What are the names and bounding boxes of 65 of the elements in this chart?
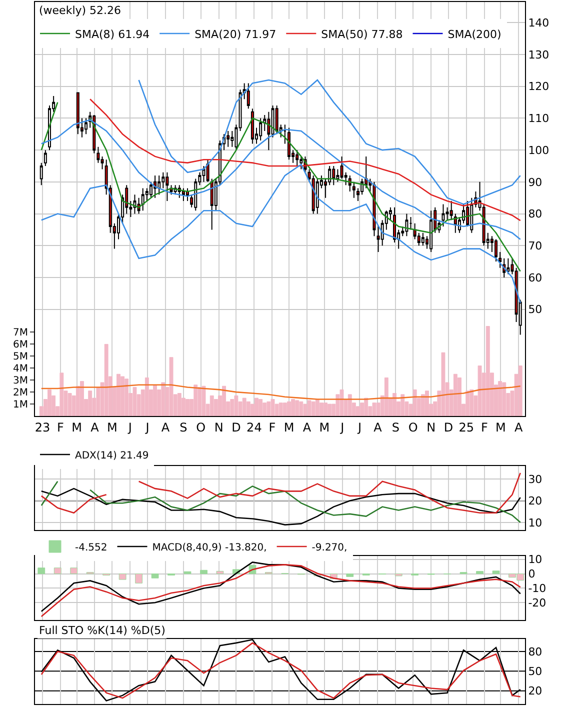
y-tick-label: 70 — [528, 239, 542, 252]
y-tick-label: 10 — [528, 553, 542, 566]
x-tick-label: A — [514, 420, 524, 434]
y-tick-label: 20 — [528, 684, 542, 698]
y2-tick-label: 5M — [13, 352, 28, 363]
x-tick-label: S — [392, 420, 400, 434]
x-tick-label: M — [495, 420, 506, 434]
x-tick-label: F — [268, 420, 276, 434]
y2-tick-label: 3M — [13, 376, 28, 387]
x-tick-label: O — [196, 420, 206, 434]
y-tick-label: -10 — [528, 582, 546, 596]
x-tick-label: O — [408, 420, 418, 434]
y-tick-label: 100 — [528, 144, 550, 157]
y-tick-label: 110 — [528, 112, 550, 126]
legend-label: SMA(8) 61.94 — [75, 28, 150, 41]
legend-label: -4.552 — [75, 542, 108, 554]
y-tick-label: 50 — [528, 303, 542, 316]
x-tick-label: N — [214, 420, 224, 434]
y-tick-label: 80 — [528, 208, 542, 221]
chart-title: Full STO %K(14) %D(5) — [39, 624, 166, 637]
y2-tick-label: 1M — [13, 400, 28, 411]
legend-label: SMA(20) 71.97 — [194, 28, 276, 41]
x-tick-label: J — [144, 420, 150, 434]
x-tick-label: D — [444, 420, 454, 434]
y-tick-label: -20 — [528, 596, 546, 610]
x-tick-label: A — [374, 420, 383, 434]
y-tick-label: 120 — [528, 80, 550, 94]
y-tick-label: 50 — [528, 665, 542, 678]
y-tick-label: 140 — [528, 16, 550, 30]
x-tick-label: N — [426, 420, 436, 434]
x-tick-label: J — [127, 420, 132, 434]
y2-tick-label: 6M — [13, 340, 28, 351]
x-tick-label: 25 — [458, 420, 474, 434]
legend-label: -9.270, — [312, 542, 348, 554]
legend-label: SMA(200) — [448, 28, 502, 41]
y-tick-label: 90 — [528, 176, 542, 189]
x-tick-label: 23 — [34, 420, 50, 434]
x-tick-label: A — [161, 420, 170, 434]
legend-label: MACD(8,40,9) -13.820, — [152, 542, 267, 554]
x-tick-label: F — [57, 420, 64, 434]
legend-label: ADX(14) 21.49 — [75, 450, 149, 462]
y2-tick-label: 4M — [13, 364, 28, 375]
x-tick-label: F — [480, 420, 488, 434]
y2-tick-label: 2M — [13, 388, 28, 399]
x-tick-label: M — [72, 420, 82, 434]
chart-title: (weekly) 52.26 — [39, 4, 122, 17]
x-tick-label: M — [106, 420, 118, 434]
y-tick-label: 0 — [528, 568, 536, 581]
x-tick-label: M — [284, 420, 294, 434]
y2-tick-label: 7M — [13, 328, 28, 339]
x-tick-label: A — [302, 420, 312, 434]
x-tick-label: J — [340, 420, 344, 434]
x-tick-label: J — [356, 420, 362, 434]
x-tick-label: A — [90, 420, 100, 434]
x-tick-label: D — [232, 420, 241, 434]
y-tick-label: 60 — [528, 271, 542, 284]
y-tick-label: 10 — [528, 516, 542, 530]
x-tick-label: 24 — [246, 420, 262, 434]
y-tick-label: 30 — [528, 472, 542, 486]
y-tick-label: 130 — [528, 48, 550, 62]
y-tick-label: 20 — [528, 494, 542, 508]
legend-label: SMA(50) 77.88 — [321, 28, 403, 41]
x-tick-label: S — [180, 420, 188, 434]
y-tick-label: 80 — [528, 645, 542, 658]
x-tick-label: M — [319, 420, 330, 434]
